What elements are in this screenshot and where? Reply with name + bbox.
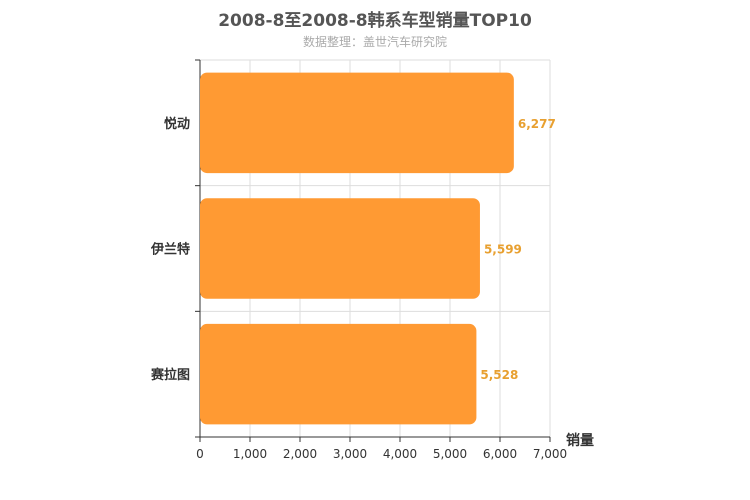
category-label: 伊兰特 <box>150 242 190 258</box>
data-label: 5,599 <box>484 243 522 257</box>
x-tick-label: 5,000 <box>433 447 467 461</box>
x-tick-label: 1,000 <box>233 447 267 461</box>
chart-subtitle: 数据整理：盖世汽车研究院 <box>302 35 447 49</box>
data-label: 6,277 <box>518 117 556 131</box>
x-tick-label: 7,000 <box>533 447 567 461</box>
category-label: 赛拉图 <box>150 367 190 383</box>
x-tick-label: 2,000 <box>283 447 317 461</box>
x-axis-title: 销量 <box>566 432 594 449</box>
bar <box>200 323 477 425</box>
x-tick-label: 3,000 <box>333 447 367 461</box>
bar <box>200 198 480 299</box>
data-label: 5,528 <box>480 368 518 382</box>
bar <box>200 72 514 174</box>
x-tick-label: 6,000 <box>483 447 517 461</box>
chart-title: 2008-8至2008-8韩系车型销量TOP10 <box>218 11 532 31</box>
category-label: 悦动 <box>164 116 190 132</box>
x-tick-label: 4,000 <box>383 447 417 461</box>
x-tick-label: 0 <box>196 447 204 461</box>
